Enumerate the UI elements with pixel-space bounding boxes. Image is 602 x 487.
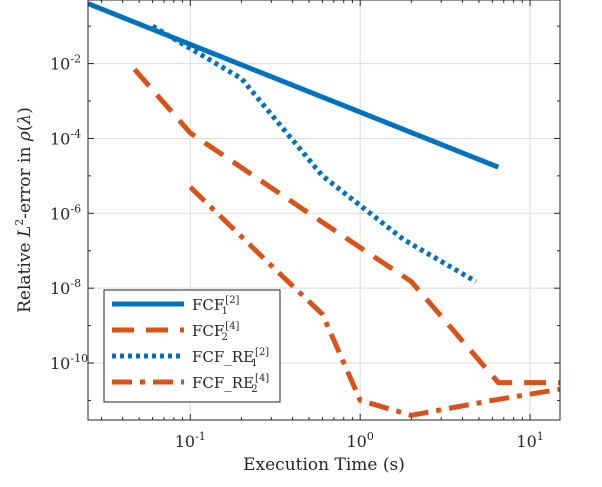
y-tick-label: 10-4 [50, 127, 81, 148]
x-tick-label: 101 [516, 430, 543, 451]
series-line-2 [132, 67, 560, 386]
series-line-1 [88, 1, 500, 170]
legend: FCF[2] 1 FCF[4] 2 FCF_RE[2] 1 FCF_RE[4] 2 [103, 289, 281, 403]
tick-labels: 10-1 100 101 10-2 10-4 10-6 10-8 10-10 [50, 53, 544, 451]
y-tick-label: 10-8 [50, 277, 81, 298]
plot-frame [87, 0, 561, 421]
legend-label-1: FCF[2] 1 [192, 295, 240, 317]
legend-box [103, 289, 281, 403]
y-axis-label: Relative L2-error in ρ(λ) [13, 107, 35, 313]
tick-marks [88, 0, 560, 420]
y-tick-label: 10-10 [50, 352, 88, 373]
x-tick-label: 10-1 [175, 430, 206, 451]
y-tick-label: 10-6 [50, 202, 81, 223]
series-lines [88, 1, 560, 418]
series-line-4 [188, 185, 560, 418]
legend-label-3: FCF_RE[2] 1 [192, 347, 269, 369]
y-tick-label: 10-2 [50, 53, 81, 74]
series-line-3 [151, 24, 478, 284]
x-tick-label: 100 [347, 430, 374, 451]
x-axis-label: Execution Time (s) [243, 455, 405, 475]
legend-label-2: FCF[4] 2 [192, 321, 240, 343]
legend-label-4: FCF_RE[4] 2 [192, 373, 269, 395]
